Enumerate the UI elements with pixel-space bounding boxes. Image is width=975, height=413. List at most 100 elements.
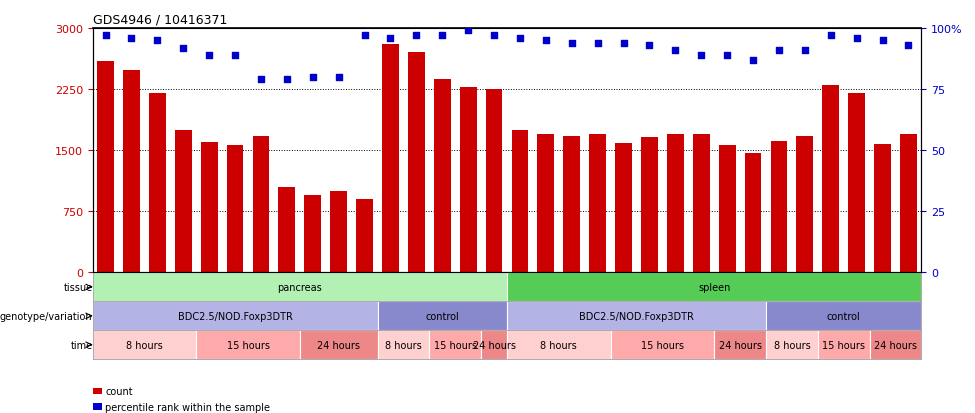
Point (538, 38, 554, 45)
Bar (377, 330, 429, 359)
Point (745, 57, 760, 64)
Bar (822, 86, 839, 273)
Bar (589, 135, 606, 273)
Bar (429, 330, 481, 359)
Text: 24 hours: 24 hours (473, 340, 516, 350)
Bar (714, 330, 766, 359)
Point (305, 74, 321, 81)
Text: 8 hours: 8 hours (540, 340, 577, 350)
Point (460, 28, 476, 35)
Bar (610, 330, 714, 359)
Bar (460, 88, 477, 273)
Bar (870, 330, 921, 359)
Text: 24 hours: 24 hours (719, 340, 761, 350)
Bar (93, 301, 377, 330)
Point (98, 33, 113, 40)
Bar (486, 90, 502, 273)
Text: control: control (827, 311, 861, 321)
Bar (641, 138, 658, 273)
Text: 24 hours: 24 hours (874, 340, 916, 350)
Point (693, 52, 709, 59)
Point (901, 43, 916, 49)
Bar (196, 330, 300, 359)
Point (720, 52, 735, 59)
Bar (408, 53, 425, 273)
Text: 8 hours: 8 hours (126, 340, 163, 350)
Text: time: time (70, 340, 93, 350)
Bar (149, 94, 166, 273)
Text: genotype/variation: genotype/variation (0, 311, 93, 321)
Text: 15 hours: 15 hours (822, 340, 865, 350)
Bar (818, 330, 870, 359)
Point (642, 43, 657, 49)
Bar (507, 273, 921, 301)
Text: spleen: spleen (698, 282, 730, 292)
Point (357, 33, 372, 40)
Bar (848, 94, 865, 273)
Bar (279, 188, 295, 273)
Point (797, 47, 812, 54)
Bar (766, 301, 921, 330)
Text: 15 hours: 15 hours (641, 340, 683, 350)
Point (512, 36, 527, 42)
Bar (331, 192, 347, 273)
Bar (481, 330, 507, 359)
Bar (98, 62, 114, 273)
Text: 24 hours: 24 hours (317, 340, 360, 350)
Point (176, 45, 191, 52)
Text: count: count (105, 386, 133, 396)
Bar (507, 330, 610, 359)
Bar (356, 199, 373, 273)
Bar (693, 135, 710, 273)
Point (227, 52, 243, 59)
Bar (253, 136, 269, 273)
Text: 8 hours: 8 hours (773, 340, 810, 350)
Text: BDC2.5/NOD.Foxp3DTR: BDC2.5/NOD.Foxp3DTR (579, 311, 694, 321)
Point (202, 52, 217, 59)
Bar (507, 301, 766, 330)
Bar (564, 136, 580, 273)
Bar (766, 330, 818, 359)
Bar (226, 146, 244, 273)
Bar (382, 45, 399, 273)
Text: GDS4946 / 10416371: GDS4946 / 10416371 (93, 13, 227, 26)
Bar (123, 70, 139, 273)
Point (590, 40, 605, 47)
Bar (93, 273, 507, 301)
Point (149, 38, 165, 45)
Point (124, 36, 139, 42)
Text: tissue: tissue (63, 282, 93, 292)
Text: 8 hours: 8 hours (385, 340, 422, 350)
Bar (537, 135, 554, 273)
Bar (797, 136, 813, 273)
Point (487, 33, 502, 40)
Text: pancreas: pancreas (278, 282, 322, 292)
Point (435, 33, 450, 40)
Bar (900, 135, 916, 273)
Text: percentile rank within the sample: percentile rank within the sample (105, 402, 270, 412)
Bar (300, 330, 377, 359)
Text: BDC2.5/NOD.Foxp3DTR: BDC2.5/NOD.Foxp3DTR (177, 311, 292, 321)
Bar (93, 330, 196, 359)
Point (616, 40, 632, 47)
Point (823, 33, 838, 40)
Bar (667, 135, 683, 273)
Point (279, 77, 294, 83)
Point (331, 74, 346, 81)
Bar (434, 79, 450, 273)
Point (254, 77, 269, 83)
Bar (770, 142, 788, 273)
Bar (304, 196, 321, 273)
Bar (615, 144, 632, 273)
Text: control: control (425, 311, 459, 321)
Text: 15 hours: 15 hours (434, 340, 477, 350)
Bar (745, 154, 761, 273)
Point (382, 36, 398, 42)
Point (409, 33, 424, 40)
Bar (175, 131, 192, 273)
Bar (875, 145, 891, 273)
Bar (377, 301, 507, 330)
Point (668, 47, 683, 54)
Point (771, 47, 787, 54)
Bar (719, 146, 735, 273)
